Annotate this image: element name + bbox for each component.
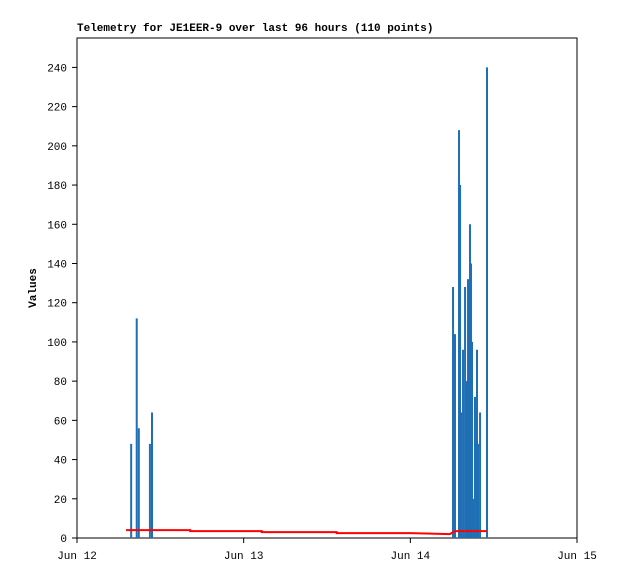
chart-title: Telemetry for JE1EER-9 over last 96 hour… [77, 23, 433, 35]
y-tick-label: 240 [47, 63, 67, 75]
x-tick-label: Jun 15 [557, 551, 597, 563]
x-tick-label: Jun 14 [391, 551, 431, 563]
y-tick-label: 160 [47, 220, 67, 232]
y-tick-label: 0 [60, 534, 67, 546]
y-tick-label: 200 [47, 142, 67, 154]
y-axis-label: Values [28, 268, 40, 308]
y-tick-label: 140 [47, 259, 67, 271]
y-tick-label: 40 [54, 456, 67, 468]
plot-frame [76, 37, 578, 539]
y-tick-label: 180 [47, 181, 67, 193]
y-tick-label: 120 [47, 299, 67, 311]
y-tick-label: 20 [54, 495, 67, 507]
series-line [126, 529, 487, 536]
y-tick-label: 60 [54, 416, 67, 428]
y-tick-label: 220 [47, 103, 67, 115]
x-tick-label: Jun 13 [224, 551, 264, 563]
y-tick-label: 80 [54, 377, 67, 389]
x-tick-label: Jun 12 [57, 551, 97, 563]
y-tick-label: 100 [47, 338, 67, 350]
